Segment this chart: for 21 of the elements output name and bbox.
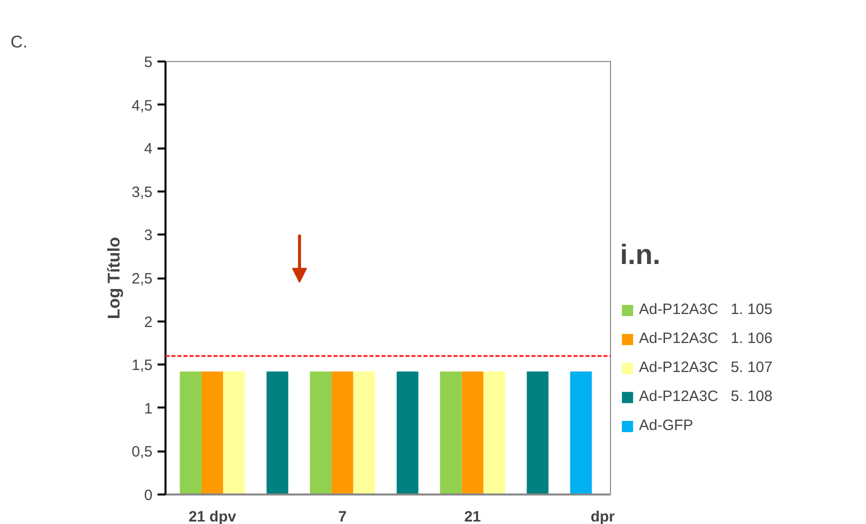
legend-title: i.n. — [620, 239, 662, 271]
x-tick-label: 7 — [338, 508, 347, 524]
y-tick-label: 1 — [144, 400, 152, 418]
y-tick-label: 2,5 — [132, 270, 153, 288]
y-tick-label: 2 — [144, 314, 152, 331]
legend-label: Ad-P12A3C 5. 108 — [639, 388, 772, 405]
y-tick-label: 0 — [144, 487, 152, 504]
y-tick-label: 3,5 — [132, 184, 153, 201]
y-tick-label: 0,5 — [132, 444, 153, 461]
y-tick-label: 5 — [144, 54, 152, 71]
y-tick-label: 1,5 — [132, 357, 153, 374]
y-axis-title: Log Título — [104, 236, 124, 320]
x-tick-label: 21 — [464, 508, 481, 524]
legend-label: Ad-P12A3C 5. 107 — [639, 359, 772, 376]
y-tick-label: 4,5 — [132, 97, 153, 114]
text: C. — [10, 32, 28, 52]
y-tick-label: 3 — [144, 227, 152, 244]
y-tick-label: 4 — [144, 140, 152, 158]
legend-label: Ad-P12A3C 1. 106 — [639, 330, 772, 347]
legend-label: Ad-P12A3C 1. 105 — [639, 301, 772, 318]
legend-label: Ad-GFP — [639, 417, 694, 434]
